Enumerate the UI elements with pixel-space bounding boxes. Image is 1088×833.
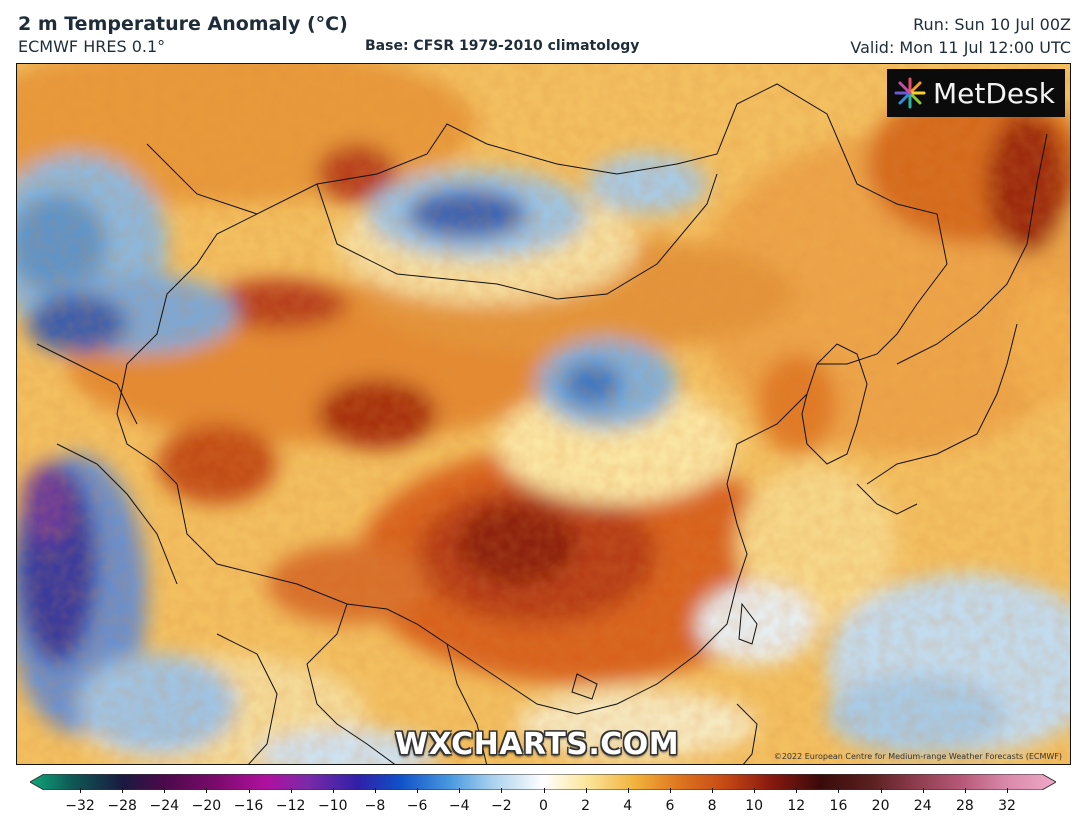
chart-title: 2 m Temperature Anomaly (°C) xyxy=(18,13,348,35)
colorbar-tick-mark xyxy=(206,788,208,793)
colorbar-tick-mark xyxy=(754,788,756,793)
colorbar-tick-label: 20 xyxy=(871,798,890,814)
colorbar-tick-label: −16 xyxy=(233,798,264,814)
colorbar-tick-mark xyxy=(80,788,81,793)
colorbar-tick-label: 2 xyxy=(581,798,591,814)
metdesk-burst-icon xyxy=(894,77,926,109)
colorbar-tick-mark xyxy=(459,788,461,793)
colorbar-tick-mark xyxy=(332,788,334,793)
colorbar xyxy=(30,774,1056,790)
colorbar-tick-mark xyxy=(796,788,798,793)
colorbar-tick-mark xyxy=(248,788,250,793)
colorbar-tick-label: 32 xyxy=(998,798,1016,814)
colorbar-tick-mark xyxy=(164,788,166,793)
colorbar-tick-mark xyxy=(922,788,924,793)
colorbar-tick-label: −2 xyxy=(491,798,512,814)
temperature-anomaly-map: MetDesk WXCHARTS.COM ©2022 European Cent… xyxy=(16,63,1071,765)
model-label: ECMWF HRES 0.1° xyxy=(18,37,166,56)
ecmwf-copyright: ©2022 European Centre for Medium-range W… xyxy=(773,752,1062,761)
colorbar-tick-label: 0 xyxy=(539,798,548,814)
colorbar-tick-mark xyxy=(627,788,629,793)
colorbar-tick-label: −4 xyxy=(448,798,470,814)
colorbar-tick-label: −12 xyxy=(275,798,306,814)
colorbar-tick-label: 10 xyxy=(745,798,764,814)
map-canvas xyxy=(17,64,1070,764)
run-time-label: Run: Sun 10 Jul 00Z xyxy=(913,15,1071,34)
colorbar-tick-label: −24 xyxy=(149,798,180,814)
country-borders xyxy=(36,83,1048,764)
base-climatology-label: Base: CFSR 1979-2010 climatology xyxy=(365,38,640,54)
colorbar-tick-labels: −32 −28 −24 −20 −16 −12 −10 −8 −6 −4 −2 0 2 4 6 8 10 12 16… xyxy=(0,788,1088,818)
colorbar-tick-mark xyxy=(417,788,419,793)
colorbar-tick-label: −8 xyxy=(364,798,386,814)
colorbar-tick-mark xyxy=(1007,788,1008,793)
metdesk-logo-text: MetDesk xyxy=(933,76,1055,110)
colorbar-tick-label: 8 xyxy=(707,798,717,814)
colorbar-tick-mark xyxy=(501,788,503,793)
colorbar-tick-label: 6 xyxy=(665,798,675,814)
colorbar-tick-label: −32 xyxy=(65,798,95,814)
colorbar-tick-label: 4 xyxy=(623,798,633,814)
colorbar-tick-label: 12 xyxy=(787,798,806,814)
colorbar-tick-label: 16 xyxy=(829,798,848,814)
colorbar-tick-label: 24 xyxy=(913,798,932,814)
colorbar-tick-mark xyxy=(122,788,124,793)
colorbar-tick-mark xyxy=(543,788,545,793)
colorbar-tick-label: 28 xyxy=(955,798,974,814)
valid-time-label: Valid: Mon 11 Jul 12:00 UTC xyxy=(850,38,1071,57)
colorbar-gradient xyxy=(30,774,1056,790)
colorbar-tick-mark xyxy=(838,788,840,793)
colorbar-tick-mark xyxy=(374,788,376,793)
colorbar-tick-mark xyxy=(964,788,966,793)
colorbar-tick-mark xyxy=(585,788,587,793)
colorbar-tick-mark xyxy=(669,788,671,793)
colorbar-tick-label: −6 xyxy=(406,798,428,814)
colorbar-tick-mark xyxy=(880,788,882,793)
metdesk-logo: MetDesk xyxy=(887,69,1065,117)
colorbar-tick-mark xyxy=(290,788,292,793)
colorbar-tick-label: −20 xyxy=(191,798,222,814)
colorbar-tick-mark xyxy=(712,788,714,793)
colorbar-tick-label: −28 xyxy=(107,798,137,814)
colorbar-tick-label: −10 xyxy=(318,798,348,814)
wxcharts-watermark: WXCHARTS.COM xyxy=(395,727,680,762)
